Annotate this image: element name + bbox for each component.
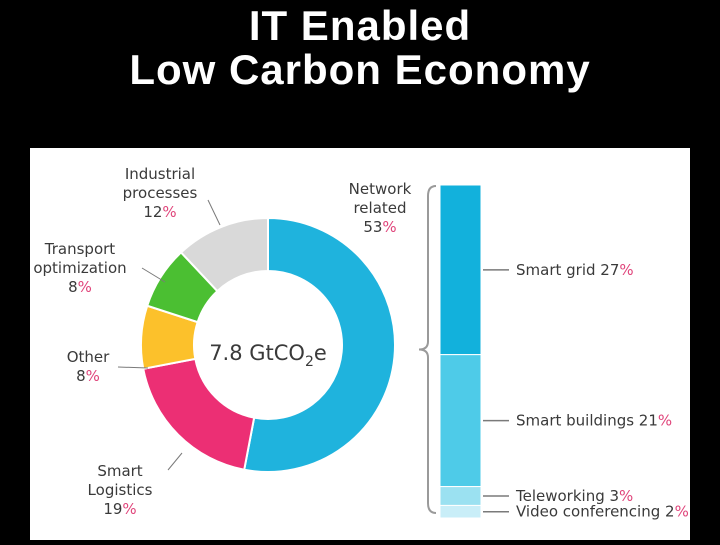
leader-line	[117, 366, 149, 369]
segment-label-video-conferencing: Video conferencing 2%	[516, 503, 689, 521]
leader-line	[207, 199, 221, 226]
slice-industrial-processes	[179, 216, 269, 293]
leader-line	[167, 452, 183, 471]
center-label: 7.8 GtCO2e	[209, 341, 327, 370]
segment-label-teleworking: Teleworking 3%	[515, 487, 633, 505]
chart-panel: Network related 53% Smart Logistics 19% Other 8…	[30, 148, 690, 540]
slice-label-other: Other 8%	[67, 348, 110, 385]
leader-line	[141, 267, 166, 283]
bar-segment-video-conferencing	[439, 504, 482, 519]
slice-label-smart-logistics: Smart Logistics 19%	[88, 462, 153, 518]
donut-chart: Network related 53% Smart Logistics 19% Other 8…	[33, 165, 689, 521]
segment-label-smart-buildings: Smart buildings 21%	[516, 412, 672, 430]
slice-label-industrial-processes: Industrial processes 12%	[123, 165, 198, 221]
bar-segment-teleworking	[439, 486, 482, 506]
slice-label-transport-optimization: Transport optimization 8%	[33, 240, 126, 296]
slide-title-line-2: Low Carbon Economy	[129, 46, 591, 93]
slide-title-line-1: IT Enabled	[248, 2, 472, 49]
brace	[418, 185, 437, 514]
segment-label-smart-grid: Smart grid 27%	[516, 261, 634, 279]
slide-title: IT Enabled Low Carbon Economy	[0, 4, 720, 92]
slice-label-network-related: Network related 53%	[349, 180, 412, 236]
slice-network-related	[243, 216, 396, 473]
slice-smart-logistics	[142, 357, 256, 471]
bar-segment-smart-grid	[439, 184, 482, 356]
bar-segment-smart-buildings	[439, 354, 482, 488]
